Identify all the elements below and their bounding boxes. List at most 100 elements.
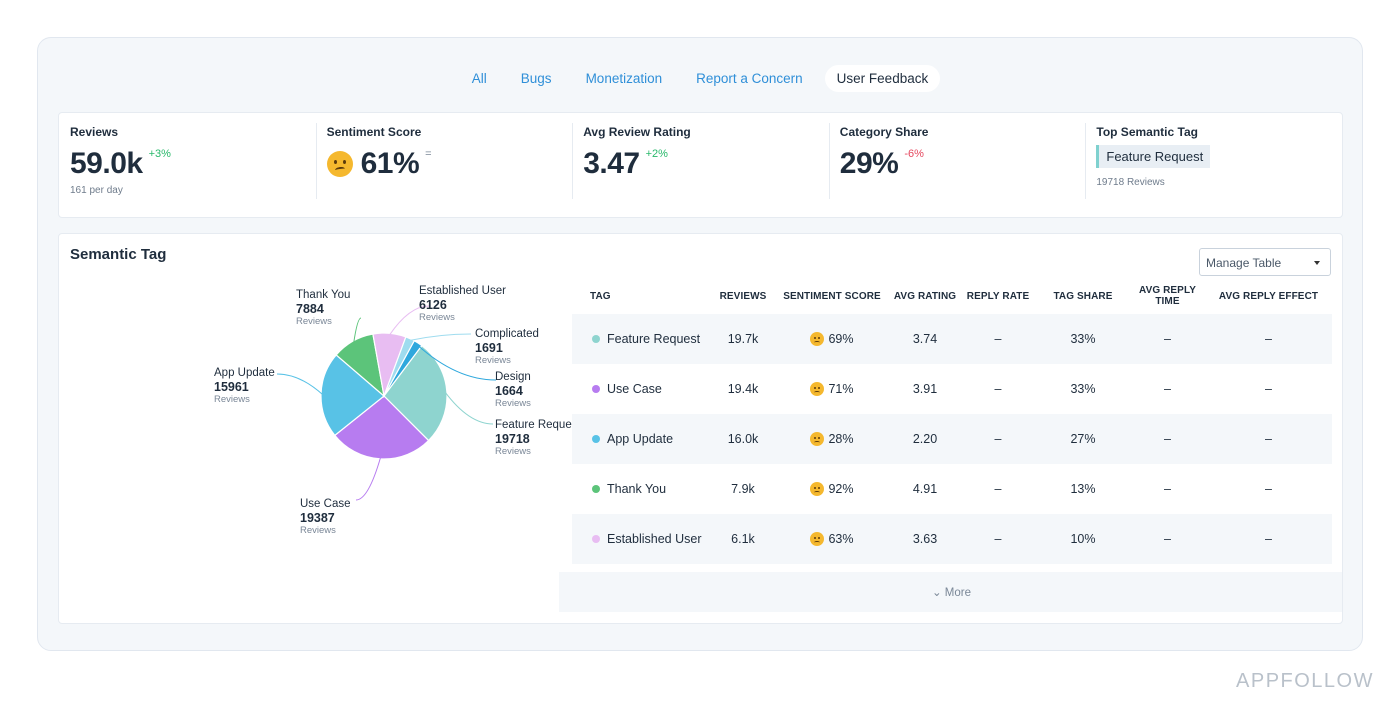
tag-cell: Established User [572,532,712,546]
confused-face-icon [326,151,353,177]
table-body: Feature Request 19.7k 69% 3.74–33% – – Use Cas… [572,314,1332,564]
semantic-tag-panel: Semantic Tag Manage Table Thank You 7884 R… [58,233,1343,624]
caret-down-icon [1314,261,1320,265]
pie-label: Feature Reques 19718 Reviews [495,418,577,458]
pie-label-unit: Reviews [419,312,455,323]
pie-label-value: 19387 [300,511,335,525]
pie-label-name: Complicated [475,328,539,340]
pie-leader-line [353,317,362,344]
reply-rate-cell: – [994,482,1002,496]
table-row[interactable]: Thank You 7.9k 92% 4.91 – 13% – – [572,464,1332,514]
pie-leader-line [444,391,494,425]
sentiment-value: 28% [828,432,854,446]
avg-reply-time-cell: – [1164,432,1171,446]
avg-rating-cell: 3.63 [912,532,938,546]
sentiment-cell: 69% [774,332,890,346]
pie-label: Thank You 7884 Reviews [296,288,350,328]
pie-label: Design 1664 Reviews [495,370,531,410]
tab-user-feedback[interactable]: User Feedback [824,64,941,92]
tab-monetization[interactable]: Monetization [585,70,663,86]
avg-rating-cell: 3.91 [912,382,938,396]
tag-share-cell: 10% [1070,532,1096,546]
tab-report-a-concern[interactable]: Report a Concern [696,70,803,86]
tag-share-cell: 13% [1070,482,1096,496]
header-avg-rating[interactable]: AVG RATING [893,290,957,302]
reviews-cell: 6.1k [731,532,755,546]
sentiment-value: 69% [828,332,854,346]
pie-label-name: Established User [419,285,506,297]
avg-rating-cell: 4.91 [912,482,938,496]
kpi-top-semantic-tag: Top Semantic Tag Feature Request 19718 R… [1085,113,1342,217]
avg-reply-time-cell: – [1164,532,1171,546]
pie-label-unit: Reviews [495,446,531,457]
pie-label: Complicated 1691 Reviews [475,327,539,367]
header-tag-share[interactable]: TAG SHARE [1053,290,1113,302]
manage-table-dropdown[interactable]: Manage Table [1199,248,1331,276]
tag-name: Feature Request [607,332,701,346]
tag-cell: Use Case [572,382,712,396]
sentiment-cell: 63% [774,532,890,546]
pie-leader-line [409,333,472,341]
kpi-value: 3.47 [583,147,640,180]
more-button[interactable]: ⌄ More [559,572,1342,612]
kpi-delta: +2% [645,148,668,160]
pie-label-name: Use Case [300,498,351,510]
header-tag[interactable]: TAG [590,290,611,302]
avg-reply-effect-cell: – [1265,332,1272,346]
pie-label: Established User 6126 Reviews [419,284,506,324]
pie-slice-app-update[interactable] [320,354,385,437]
header-sentiment-score[interactable]: SENTIMENT SCORE [783,290,881,302]
table-row[interactable]: Feature Request 19.7k 69% 3.74 – 33% – – [572,314,1332,364]
tag-name: Use Case [607,382,662,396]
header-avg-reply-time[interactable]: AVG REPLY TIME [1138,285,1197,307]
panel-title: Semantic Tag [70,246,167,263]
table-header: TAG REVIEWS SENTIMENT SCORE AVG RATING R… [572,278,1332,314]
header-reply-rate[interactable]: REPLY RATE [966,290,1030,302]
pie-label-name: Feature Reques [495,419,578,431]
pie-label-unit: Reviews [475,355,511,366]
avg-reply-time-cell: – [1164,482,1171,496]
avg-reply-effect-cell: – [1265,482,1272,496]
table-row[interactable]: Use Case 19.4k 71% 3.91 – 33% – – [572,364,1332,414]
kpi-value: 61% [360,147,420,180]
pie-label-value: 6126 [419,298,447,312]
tab-all[interactable]: All [471,70,487,86]
top-tag-chip[interactable]: Feature Request [1096,145,1211,168]
semantic-tag-table: TAG REVIEWS SENTIMENT SCORE AVG RATING R… [572,278,1332,564]
tag-color-dot [592,435,600,443]
appfollow-logo: APPFOLLOW [1236,670,1374,692]
pie-slice-feature-request[interactable] [383,344,448,442]
tag-name: Established User [607,532,702,546]
tag-color-dot [592,385,600,393]
pie-label-value: 1664 [495,384,523,398]
sentiment-face-icon [810,382,825,396]
pie-leader-line [276,373,324,396]
pie-label-value: 15961 [214,380,249,394]
avg-reply-effect-cell: – [1265,432,1272,446]
tag-share-cell: 33% [1070,332,1096,346]
kpi-delta: = [425,148,432,160]
tag-name: Thank You [607,482,667,496]
reviews-cell: 7.9k [731,482,755,496]
avg-reply-effect-cell: – [1265,382,1272,396]
semantic-tag-pie-chart [276,305,497,501]
kpi-label: Sentiment Score [326,125,422,139]
pie-label-unit: Reviews [495,398,531,409]
tag-color-dot [592,485,600,493]
avg-reply-effect-cell: – [1265,532,1272,546]
reviews-cell: 16.0k [727,432,759,446]
reply-rate-cell: – [994,382,1002,396]
sentiment-cell: 28% [774,432,890,446]
table-row[interactable]: App Update 16.0k 28% 2.20 – 27% – – [572,414,1332,464]
pie-slice-complicated[interactable] [383,336,416,397]
header-reviews[interactable]: REVIEWS [719,290,767,302]
sentiment-cell: 92% [774,482,890,496]
category-tabs: All Bugs Monetization Report a Concern U… [38,63,1362,93]
tab-bugs[interactable]: Bugs [520,70,552,86]
table-row[interactable]: Established User 6.1k 63% 3.63 – 10% – – [572,514,1332,564]
kpi-subtext: 161 per day [70,185,123,196]
header-avg-reply-effect[interactable]: AVG REPLY EFFECT [1218,290,1319,302]
reviews-cell: 19.4k [727,382,759,396]
kpi-label: Avg Review Rating [583,125,691,139]
pie-label-unit: Reviews [296,316,332,327]
